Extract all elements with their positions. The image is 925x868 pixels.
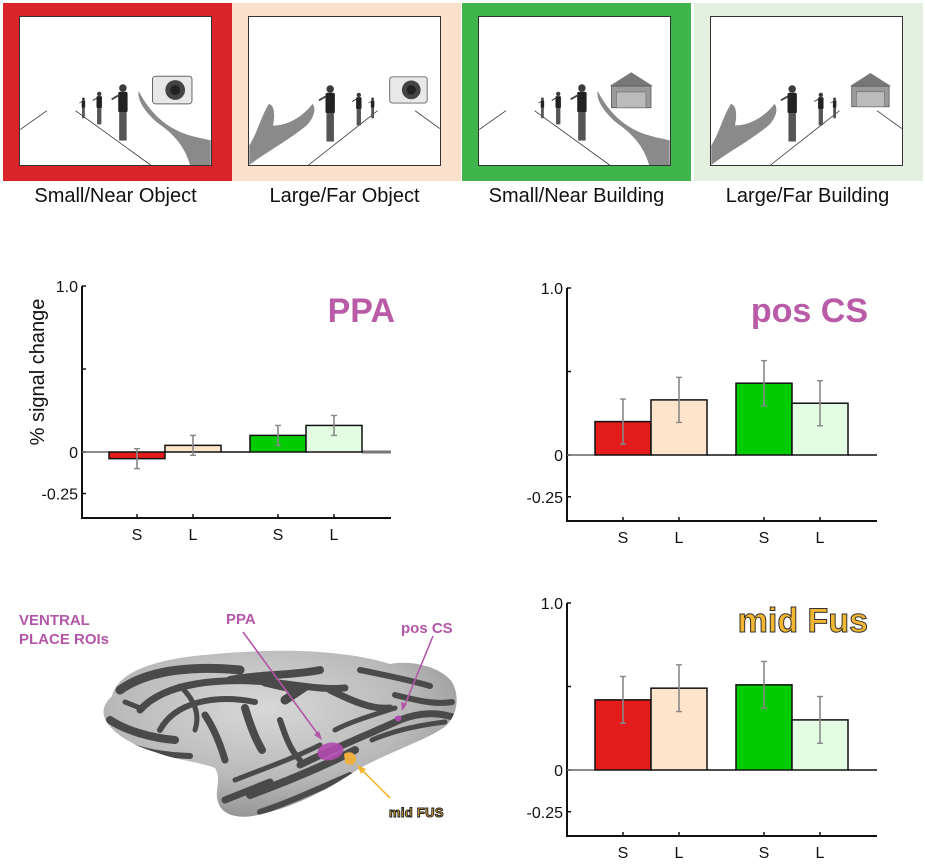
y-tick-label: 1.0 bbox=[541, 281, 563, 298]
y-axis-label: % signal change bbox=[27, 299, 49, 446]
ventral-place-rois-heading: VENTRAL PLACE ROIs bbox=[19, 611, 109, 649]
x-tick-label: S bbox=[618, 845, 629, 862]
mid-fus-label: mid FUS bbox=[389, 805, 445, 821]
y-tick-label: 1.0 bbox=[56, 279, 78, 296]
scene bbox=[249, 76, 440, 165]
ppa-arrowhead bbox=[314, 731, 322, 740]
pos-cs-arrowhead bbox=[401, 702, 407, 711]
heading-line-2: PLACE ROIs bbox=[19, 631, 110, 648]
x-tick-label: L bbox=[816, 845, 825, 862]
inflated-brain-image bbox=[103, 631, 457, 817]
person-figure bbox=[830, 97, 837, 119]
mid-fus-arrow bbox=[359, 767, 391, 799]
ppa-label: PPA bbox=[226, 611, 256, 628]
brain-surface bbox=[103, 650, 457, 817]
floor-line bbox=[75, 110, 151, 165]
camera-image bbox=[152, 75, 193, 105]
person-figure bbox=[780, 85, 797, 142]
person-figure bbox=[538, 97, 545, 119]
person-figure bbox=[318, 85, 335, 142]
condition-label: Small/Near Building bbox=[488, 185, 665, 207]
person-figure bbox=[551, 91, 561, 125]
condition-panel-small-near-object bbox=[3, 3, 232, 181]
building-image bbox=[849, 73, 892, 108]
stimulus-image bbox=[248, 16, 441, 166]
person-figure bbox=[570, 84, 587, 141]
mid-fus-arrowhead bbox=[357, 765, 366, 774]
person-figure bbox=[111, 84, 128, 141]
pos-cs-label: pos CS bbox=[401, 620, 453, 637]
stimulus-image bbox=[478, 16, 671, 166]
hand-image bbox=[138, 91, 211, 165]
x-tick-label: S bbox=[759, 530, 770, 547]
hand-image bbox=[711, 103, 777, 165]
y-tick-label: -0.25 bbox=[527, 490, 564, 507]
condition-label: Large/Far Object bbox=[269, 185, 420, 207]
chart-title: pos CS bbox=[751, 292, 868, 330]
hand-image bbox=[597, 91, 670, 165]
bar-l-object bbox=[650, 687, 708, 771]
x-tick-label: L bbox=[189, 527, 198, 544]
scene bbox=[479, 72, 670, 165]
floor-line bbox=[876, 110, 902, 129]
floor-line bbox=[20, 110, 48, 130]
x-tick-label: S bbox=[618, 530, 629, 547]
scene bbox=[20, 75, 211, 165]
chart-ppa: 1.0 0 -0.25 S L S L PPA % signal change bbox=[27, 279, 395, 544]
floor-line bbox=[479, 110, 507, 130]
person-figure bbox=[814, 92, 824, 126]
pos-cs-arrow bbox=[403, 635, 434, 708]
x-tick-label: S bbox=[759, 845, 770, 862]
x-tick-label: L bbox=[675, 530, 684, 547]
stimulus-image bbox=[19, 16, 212, 166]
condition-panel-large-far-object bbox=[232, 3, 461, 181]
floor-line bbox=[534, 110, 610, 165]
person-figure bbox=[92, 91, 102, 125]
y-tick-label: -0.25 bbox=[527, 805, 564, 822]
chart-title: mid Fus bbox=[738, 602, 868, 640]
person-figure bbox=[352, 92, 362, 126]
floor-line bbox=[770, 110, 840, 165]
x-tick-label: L bbox=[675, 845, 684, 862]
condition-label: Small/Near Object bbox=[34, 185, 197, 207]
y-tick-label: 0 bbox=[69, 445, 78, 462]
condition-label: Large/Far Building bbox=[725, 185, 890, 207]
scene bbox=[711, 73, 902, 165]
y-tick-label: 0 bbox=[554, 763, 563, 780]
y-tick-label: 1.0 bbox=[541, 596, 563, 613]
camera-image bbox=[389, 76, 428, 104]
ppa-arrow bbox=[242, 631, 321, 738]
person-figure bbox=[79, 97, 86, 119]
heading-line-1: VENTRAL bbox=[19, 612, 90, 629]
person-figure bbox=[368, 97, 375, 119]
x-tick-label: S bbox=[132, 527, 143, 544]
floor-line bbox=[414, 110, 440, 129]
brain-figure: VENTRAL PLACE ROIs PPA pos CS mid FUS bbox=[0, 590, 480, 850]
condition-panel-small-near-building bbox=[462, 3, 691, 181]
pos-cs-roi bbox=[394, 715, 402, 722]
y-tick-label: -0.25 bbox=[42, 487, 79, 504]
x-tick-label: L bbox=[816, 530, 825, 547]
floor-line bbox=[308, 110, 378, 165]
building-image bbox=[609, 72, 653, 109]
chart-title: PPA bbox=[328, 292, 395, 330]
stimulus-image bbox=[710, 16, 903, 166]
hand-image bbox=[249, 103, 315, 165]
y-tick-label: 0 bbox=[554, 448, 563, 465]
x-tick-label: S bbox=[273, 527, 284, 544]
mid-fus-roi bbox=[344, 752, 356, 765]
condition-panel-large-far-building bbox=[694, 3, 923, 181]
x-tick-label: L bbox=[330, 527, 339, 544]
ppa-roi bbox=[317, 742, 344, 761]
